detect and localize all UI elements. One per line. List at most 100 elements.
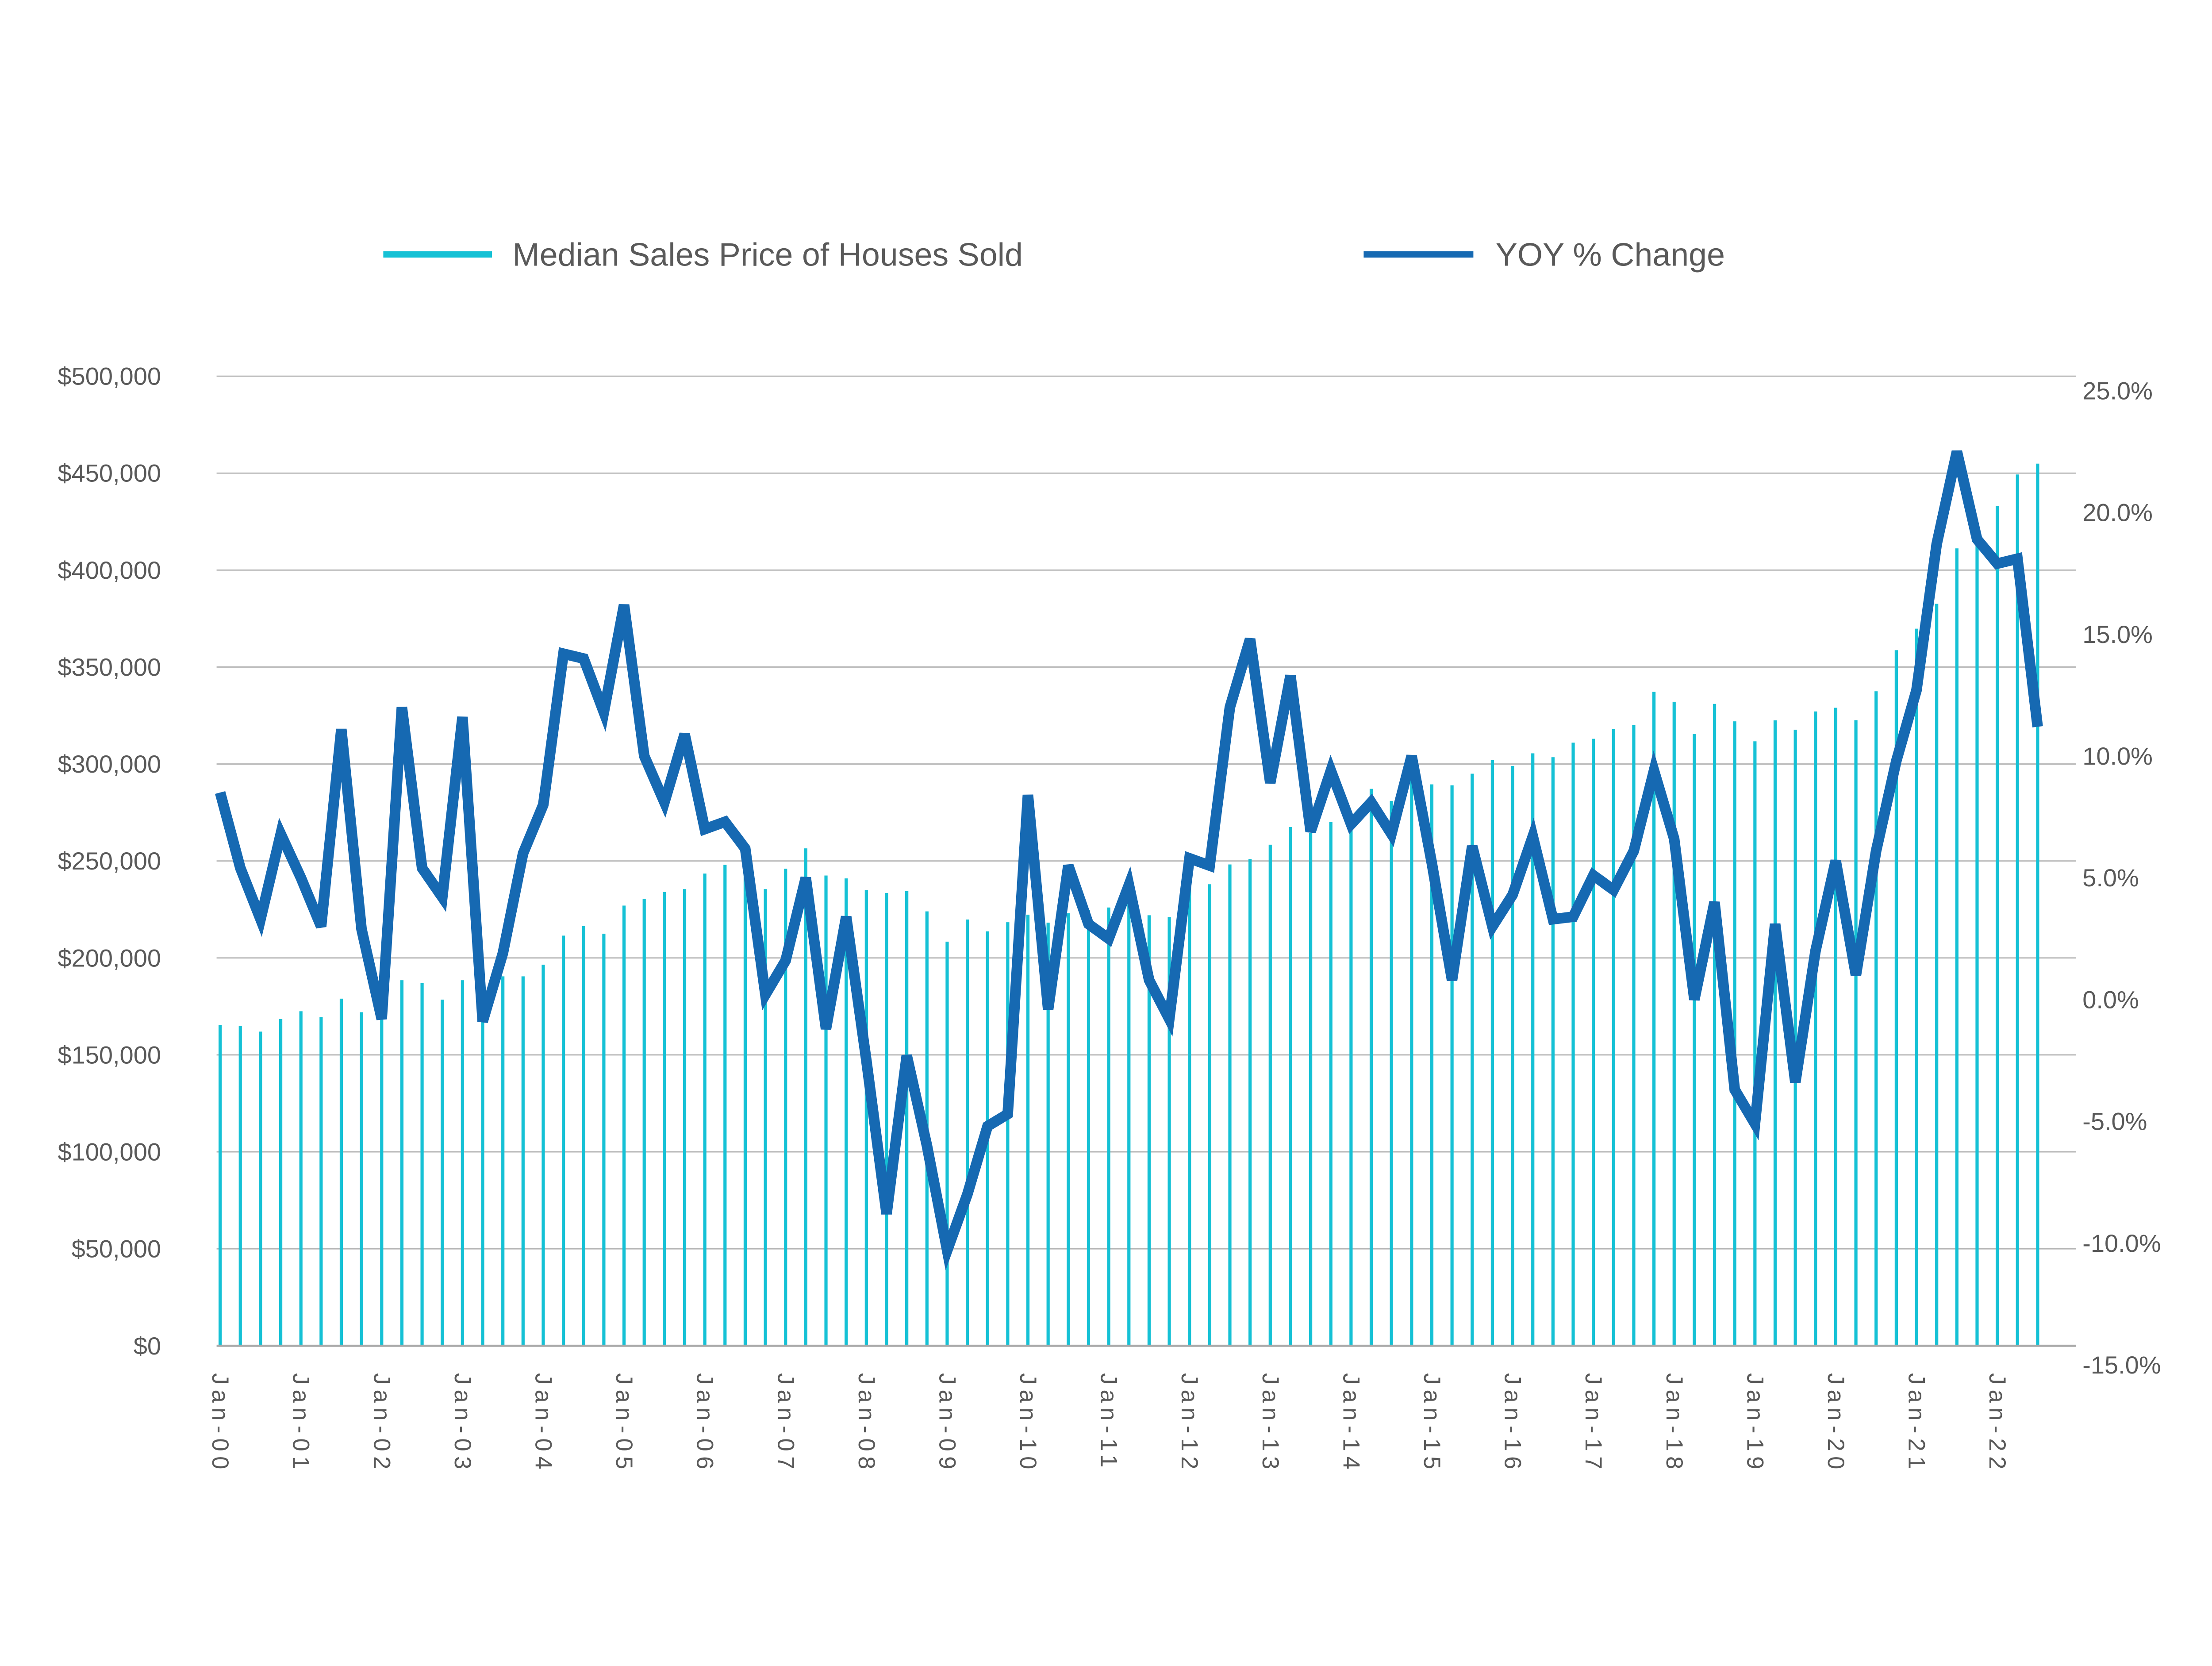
right-axis-tick-label: 10.0% — [2082, 742, 2153, 770]
price-bar — [1935, 604, 1939, 1346]
x-axis-tick-label: Jan-11 — [1096, 1373, 1122, 1473]
price-bar — [1046, 923, 1050, 1346]
price-bar — [380, 1014, 384, 1346]
price-bar — [1248, 859, 1252, 1346]
price-bar — [663, 892, 666, 1346]
price-bar — [1793, 730, 1797, 1346]
price-bar — [1490, 760, 1494, 1346]
x-axis-tick-label: Jan-07 — [772, 1373, 799, 1474]
price-bar — [1652, 692, 1656, 1346]
price-bar — [1996, 506, 1999, 1346]
price-bar — [1329, 822, 1333, 1346]
x-axis-tick-label: Jan-18 — [1661, 1373, 1687, 1474]
right-axis-tick-label: 20.0% — [2082, 499, 2153, 527]
price-bar — [1551, 757, 1555, 1346]
price-bar — [259, 1031, 262, 1346]
price-bar — [804, 848, 807, 1346]
x-axis-tick-label: Jan-01 — [288, 1373, 314, 1474]
price-bar — [1349, 814, 1353, 1346]
price-bar — [1390, 800, 1393, 1346]
x-axis-tick-label: Jan-17 — [1580, 1373, 1606, 1474]
right-axis-tick-label: 25.0% — [2082, 377, 2153, 404]
price-bar — [279, 1019, 283, 1346]
right-axis-tick-label: -10.0% — [2082, 1229, 2161, 1257]
left-axis-tick-label: $200,000 — [58, 944, 161, 972]
price-bar — [360, 1012, 363, 1346]
price-bar — [1592, 739, 1595, 1346]
price-bar — [1834, 708, 1838, 1346]
price-bar — [1874, 691, 1878, 1346]
right-axis-tick-label: 15.0% — [2082, 620, 2153, 648]
price-bar — [905, 891, 909, 1346]
price-bar — [420, 983, 424, 1346]
price-bar — [1107, 907, 1110, 1346]
price-bar — [400, 980, 404, 1346]
price-bar — [1450, 785, 1454, 1346]
price-bar — [1773, 720, 1777, 1346]
price-bar — [1127, 898, 1131, 1346]
price-bar — [885, 893, 888, 1346]
price-bar — [1571, 743, 1575, 1346]
right-axis-tick-label: 0.0% — [2082, 985, 2139, 1013]
price-bar — [622, 905, 626, 1346]
left-axis-tick-label: $50,000 — [72, 1235, 161, 1263]
price-bar — [1672, 701, 1676, 1346]
x-axis-tick-label: Jan-12 — [1176, 1373, 1202, 1474]
price-bar — [299, 1011, 303, 1346]
price-bar — [683, 889, 687, 1346]
price-bar — [642, 899, 646, 1346]
right-axis-labels: 25.0% 20.0% 15.0% 10.0% 5.0% 0.0% -5.0% -10.0% -… — [2082, 377, 2161, 1379]
price-bar — [1632, 725, 1636, 1346]
x-axis-tick-label: Jan-19 — [1742, 1373, 1768, 1474]
left-axis-tick-label: $300,000 — [58, 750, 161, 778]
gridlines — [216, 375, 2076, 1250]
price-bar — [784, 869, 787, 1346]
price-bar — [1854, 720, 1858, 1346]
price-bar — [845, 878, 848, 1346]
price-bar — [562, 935, 565, 1346]
price-bar — [1067, 913, 1070, 1346]
legend-label-yoy: YOY % Change — [1496, 236, 1725, 273]
price-bar — [1511, 766, 1514, 1346]
price-bar — [1612, 729, 1615, 1346]
price-bar — [1713, 704, 1717, 1346]
price-bar — [541, 965, 545, 1346]
x-axis-tick-label: Jan-10 — [1015, 1373, 1041, 1474]
price-bar — [965, 920, 969, 1346]
price-bar — [1188, 884, 1191, 1346]
left-axis-tick-label: $400,000 — [58, 556, 161, 584]
price-bar — [1006, 922, 1010, 1346]
x-axis-tick-label: Jan-00 — [207, 1373, 233, 1474]
x-axis-tick-label: Jan-13 — [1257, 1373, 1283, 1474]
x-axis-tick-label: Jan-16 — [1500, 1373, 1526, 1474]
price-bar — [461, 980, 464, 1346]
x-axis-tick-label: Jan-08 — [853, 1373, 879, 1474]
left-axis-labels: $0 $50,000 $100,000 $150,000 $200,000 $250,00… — [58, 362, 161, 1360]
price-bar — [1410, 775, 1413, 1346]
price-bar — [1531, 753, 1535, 1346]
x-axis-labels: Jan-00 Jan-01 Jan-02 Jan-03 Jan-04 Jan-05 Jan-… — [207, 1373, 2010, 1474]
x-axis-tick-label: Jan-05 — [611, 1373, 637, 1474]
price-bar — [1814, 711, 1817, 1346]
x-axis-tick-label: Jan-03 — [449, 1373, 476, 1474]
price-bar — [764, 889, 767, 1346]
price-bar — [481, 984, 484, 1346]
left-axis-tick-label: $0 — [134, 1332, 161, 1360]
price-bar — [864, 890, 868, 1346]
price-bar — [723, 865, 727, 1346]
price-bar — [602, 934, 606, 1346]
price-bar — [1955, 548, 1959, 1346]
price-bar — [1147, 915, 1151, 1346]
price-bar — [703, 873, 707, 1346]
price-bar — [1208, 884, 1211, 1346]
price-bar — [1471, 773, 1474, 1346]
price-bar — [1733, 721, 1736, 1346]
price-bar — [2036, 463, 2039, 1346]
price-bar — [1894, 650, 1898, 1346]
x-axis-tick-label: Jan-09 — [934, 1373, 960, 1474]
left-axis-tick-label: $350,000 — [58, 653, 161, 681]
x-axis-tick-label: Jan-21 — [1904, 1373, 1930, 1474]
x-axis-tick-label: Jan-02 — [369, 1373, 395, 1474]
